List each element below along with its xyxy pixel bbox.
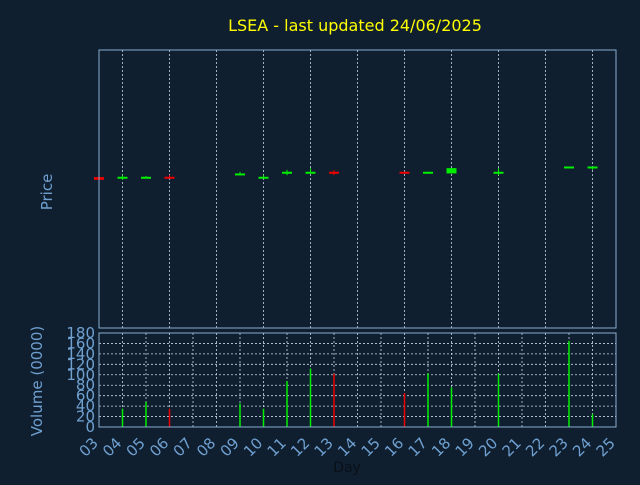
x-tick-22: 22 [522, 434, 548, 460]
x-tick-09: 09 [217, 434, 243, 460]
candle-body-18 [446, 168, 457, 174]
x-tick-21: 21 [499, 434, 525, 460]
x-tick-07: 07 [170, 434, 196, 460]
volume-bar-20 [497, 373, 500, 427]
candle-body-11 [282, 171, 292, 174]
x-tick-03: 03 [76, 434, 102, 460]
volume-bar-17 [427, 373, 429, 427]
x-tick-14: 14 [334, 434, 360, 460]
candle-body-23 [564, 166, 574, 169]
candle-body-24 [587, 166, 598, 169]
candle-body-06 [164, 176, 175, 179]
volume-tick-140: 140 [66, 345, 95, 363]
volume-bar-18 [450, 387, 453, 427]
x-tick-10: 10 [240, 434, 266, 460]
x-tick-25: 25 [593, 434, 619, 460]
volume-tick-20: 20 [76, 408, 95, 426]
x-tick-20: 20 [475, 434, 501, 460]
volume-tick-80: 80 [76, 376, 95, 394]
candle-body-09 [235, 173, 245, 176]
volume-tick-60: 60 [76, 387, 95, 405]
price-panel-frame [98, 49, 617, 329]
x-tick-08: 08 [193, 434, 219, 460]
x-tick-04: 04 [99, 434, 125, 460]
volume-bar-10 [262, 408, 265, 427]
volume-bar-11 [286, 381, 288, 427]
x-tick-19: 19 [452, 434, 478, 460]
volume-bars-group [121, 340, 594, 427]
candle-body-13 [329, 171, 339, 174]
candles-group [94, 166, 598, 180]
candle-body-05 [141, 176, 151, 179]
candle-body-12 [305, 171, 316, 174]
candle-body-10 [258, 176, 269, 179]
volume-tick-120: 120 [66, 355, 95, 373]
x-tick-05: 05 [123, 434, 149, 460]
volume-panel-frame [98, 332, 617, 428]
x-tick-13: 13 [311, 434, 337, 460]
volume-bar-24 [591, 413, 594, 427]
x-tick-16: 16 [381, 434, 407, 460]
x-tick-15: 15 [358, 434, 384, 460]
volume-bar-16 [403, 393, 406, 427]
candle-body-04 [117, 176, 128, 179]
candle-body-17 [423, 171, 433, 174]
x-tick-24: 24 [569, 434, 595, 460]
volume-bar-23 [568, 340, 570, 427]
volume-tick-180: 180 [66, 324, 95, 342]
volume-grid [98, 332, 617, 428]
volume-axis-label: Volume (0000) [28, 326, 46, 436]
volume-tick-160: 160 [66, 334, 95, 352]
volume-bar-05 [145, 401, 147, 427]
volume-bar-09 [239, 403, 241, 427]
x-tick-11: 11 [264, 434, 290, 460]
price-grid [122, 50, 593, 328]
x-tick-labels: 0304050607080910111213141516171819202122… [76, 434, 619, 460]
volume-tick-0: 0 [85, 418, 95, 436]
volume-bar-12 [309, 368, 312, 427]
x-tick-12: 12 [287, 434, 313, 460]
volume-tick-100: 100 [66, 366, 95, 384]
volume-tick-40: 40 [76, 397, 95, 415]
x-tick-23: 23 [546, 434, 572, 460]
price-axis-label: Price [38, 174, 56, 211]
x-tick-06: 06 [146, 434, 172, 460]
volume-bar-13 [333, 373, 335, 427]
x-tick-17: 17 [405, 434, 431, 460]
candle-body-16 [399, 171, 410, 174]
volume-bar-06 [168, 408, 171, 427]
x-axis-label: Day [333, 460, 361, 476]
chart-title: LSEA - last updated 24/06/2025 [228, 16, 482, 35]
volume-bar-04 [121, 408, 124, 427]
candle-body-20 [493, 171, 504, 174]
x-tick-18: 18 [428, 434, 454, 460]
